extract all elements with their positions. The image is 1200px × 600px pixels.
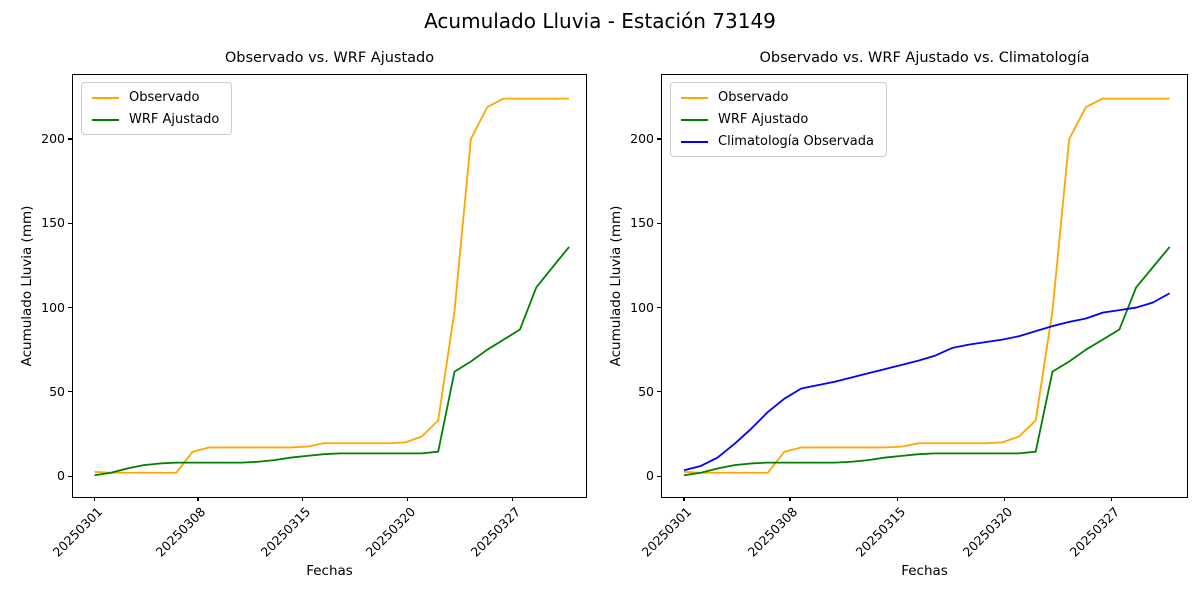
legend-label: Climatología Observada (718, 134, 874, 149)
x-tick-label: 20250327 (467, 504, 524, 560)
y-tick-label: 0 (57, 468, 65, 484)
y-tick-label: 50 (49, 383, 65, 399)
y-tick-mark (657, 306, 661, 309)
subplot-observado-wrf: Observado vs. WRF Ajustado Fechas Acumulad… (19, 50, 587, 579)
x-tick-mark (1003, 497, 1006, 501)
legend-swatch-observado (681, 96, 708, 99)
y-tick-label: 150 (41, 215, 65, 231)
y-tick-mark (68, 306, 72, 309)
y-tick-label: 200 (630, 131, 654, 147)
legend-label: Observado (129, 90, 200, 105)
y-tick-mark (657, 138, 661, 140)
legend-label: Observado (718, 90, 789, 105)
y-tick-mark (68, 475, 72, 477)
x-tick-mark (1111, 497, 1113, 501)
x-tick-label: 20250308 (152, 504, 209, 560)
legend-entry-wrf-ajustado: WRF Ajustado (681, 112, 874, 127)
y-tick-label: 50 (638, 383, 654, 399)
x-tick-label: 20250301 (639, 504, 695, 560)
x-tick-mark (683, 497, 685, 501)
y-tick-label: 0 (646, 468, 654, 484)
y-tick-mark (68, 138, 72, 140)
x-tick-mark (302, 497, 304, 501)
x-tick-label: 20250301 (49, 504, 106, 560)
x-tick-label: 20250320 (362, 504, 419, 560)
line-climatologia-observada (683, 292, 1171, 472)
x-tick-mark (407, 497, 409, 501)
y-tick-label: 100 (41, 299, 65, 315)
legend-swatch-climatologia-observada (681, 140, 708, 143)
x-axis-label: Fechas (306, 563, 353, 579)
line-observado (94, 97, 570, 474)
legend-entry-observado: Observado (92, 90, 219, 105)
figure-title: Acumulado Lluvia - Estación 73149 (424, 9, 776, 33)
line-observado (684, 97, 1170, 474)
y-tick-mark (657, 475, 661, 477)
y-tick-label: 200 (41, 131, 65, 147)
line-wrf-ajustado (94, 246, 570, 477)
x-tick-label: 20250327 (1066, 504, 1123, 560)
x-tick-mark (789, 497, 791, 501)
x-tick-mark (93, 497, 96, 501)
plot-area (683, 97, 1171, 477)
legend-label: WRF Ajustado (718, 112, 809, 127)
legend-swatch-wrf-ajustado (681, 118, 708, 121)
x-tick-label: 20250308 (744, 504, 801, 560)
x-tick-mark (512, 497, 514, 501)
plot-area (94, 97, 570, 477)
legend: Observado WRF Ajustado (81, 82, 233, 135)
x-tick-label: 20250315 (852, 504, 908, 560)
y-tick-mark (657, 391, 661, 393)
y-tick-label: 100 (630, 299, 654, 315)
subplot-title: Observado vs. WRF Ajustado (224, 50, 435, 66)
legend-label: WRF Ajustado (129, 112, 220, 127)
x-axis-label: Fechas (901, 563, 948, 579)
x-tick-label: 20250315 (257, 504, 314, 560)
legend-entry-observado: Observado (681, 90, 874, 105)
y-tick-mark (68, 222, 72, 224)
y-tick-mark (657, 222, 661, 224)
subplot-title: Observado vs. WRF Ajustado vs. Climatolo… (759, 50, 1090, 66)
legend-entry-wrf-ajustado: WRF Ajustado (92, 112, 219, 127)
legend: Observado WRF Ajustado Climatología Observ… (670, 82, 887, 157)
x-tick-mark (197, 497, 199, 501)
subplot-observado-wrf-climatologia: Observado vs. WRF Ajustado vs. Climatolo… (608, 50, 1188, 579)
x-tick-label: 20250320 (959, 504, 1016, 560)
y-tick-label: 150 (630, 215, 654, 231)
legend-swatch-observado (92, 96, 119, 99)
x-tick-mark (896, 497, 898, 501)
y-tick-mark (68, 391, 72, 393)
legend-swatch-wrf-ajustado (92, 118, 119, 121)
legend-entry-climatologia-observada: Climatología Observada (681, 134, 874, 149)
line-wrf-ajustado (683, 246, 1171, 477)
